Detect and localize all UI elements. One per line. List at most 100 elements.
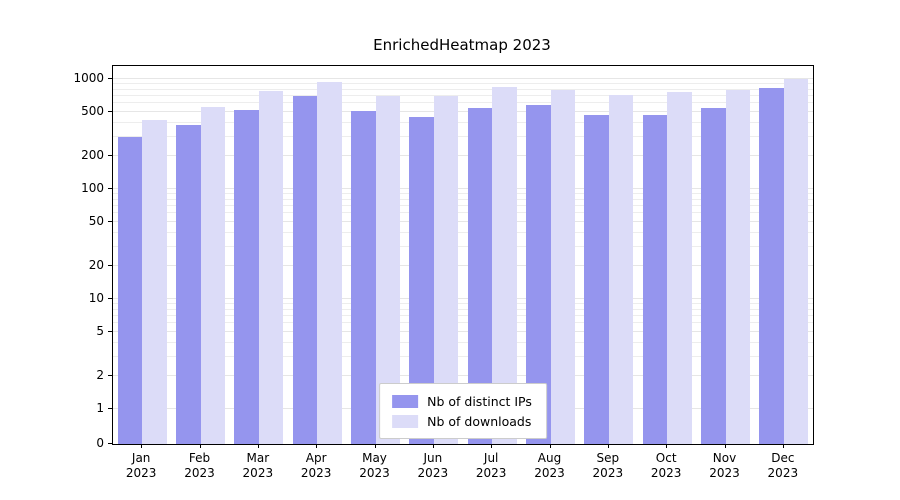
gridline-minor bbox=[113, 83, 813, 85]
gridline-minor bbox=[113, 88, 813, 90]
gridline-major bbox=[113, 78, 813, 79]
x-tick-mark bbox=[782, 444, 784, 448]
legend-entry-distinct-ips: Nb of distinct IPs bbox=[392, 391, 532, 411]
bar-dec-downloads bbox=[783, 79, 809, 444]
bar-jan-downloads bbox=[142, 120, 167, 444]
gridline-major bbox=[113, 298, 813, 299]
legend-label-downloads: Nb of downloads bbox=[427, 413, 532, 429]
gridline-minor bbox=[113, 245, 813, 247]
bar-mar-downloads bbox=[258, 90, 284, 444]
gridline-minor bbox=[113, 341, 813, 343]
x-tick-label-apr: Apr 2023 bbox=[300, 451, 332, 480]
legend-label-distinct-ips: Nb of distinct IPs bbox=[427, 393, 532, 409]
legend-swatch-distinct-ips bbox=[392, 394, 419, 408]
plot-area: Nb of distinct IPs Nb of downloads bbox=[112, 65, 814, 445]
x-tick-mark bbox=[316, 444, 318, 448]
y-tick-mark bbox=[108, 154, 112, 156]
y-tick-label: 100 bbox=[81, 181, 104, 195]
gridline-minor bbox=[113, 135, 813, 137]
bar-oct-downloads bbox=[667, 92, 692, 444]
gridline-minor bbox=[113, 231, 813, 233]
x-tick-label-feb: Feb 2023 bbox=[184, 451, 215, 480]
bar-sep-downloads bbox=[608, 94, 634, 444]
gridline-major bbox=[113, 221, 813, 223]
y-tick-label: 5 bbox=[96, 324, 104, 339]
y-tick-label: 50 bbox=[88, 214, 104, 229]
x-tick-mark bbox=[374, 444, 376, 448]
gridline-minor bbox=[113, 303, 813, 305]
x-tick-label-oct: Oct 2023 bbox=[650, 451, 682, 480]
y-tick-mark bbox=[108, 221, 112, 223]
y-tick-label: 500 bbox=[81, 104, 104, 119]
x-tick-label-may: May 2023 bbox=[359, 451, 390, 480]
x-tick-mark bbox=[549, 444, 551, 448]
x-tick-mark bbox=[432, 444, 434, 448]
y-tick-mark bbox=[108, 111, 112, 113]
y-tick-label: 10 bbox=[88, 291, 104, 305]
y-tick-label: 1000 bbox=[73, 71, 104, 85]
gridline-minor bbox=[113, 205, 813, 207]
gridline-minor bbox=[113, 102, 813, 104]
gridline-major bbox=[113, 264, 813, 266]
bar-aug-downloads bbox=[550, 90, 575, 444]
gridline-minor bbox=[113, 355, 813, 357]
bar-mar-ips bbox=[234, 110, 259, 444]
x-tick-label-sep: Sep 2023 bbox=[592, 451, 624, 480]
bar-jan-ips bbox=[117, 136, 143, 444]
y-tick-mark bbox=[108, 331, 112, 333]
x-tick-mark bbox=[607, 444, 609, 448]
x-tick-label-mar: Mar 2023 bbox=[242, 451, 274, 480]
bar-nov-downloads bbox=[725, 89, 750, 444]
x-tick-mark bbox=[491, 444, 493, 448]
gridline-major bbox=[113, 374, 813, 376]
y-tick-label: 0 bbox=[96, 436, 104, 450]
bar-apr-downloads bbox=[317, 82, 342, 444]
x-tick-label-dec: Dec 2023 bbox=[767, 451, 799, 480]
gridline-minor bbox=[113, 95, 813, 97]
gridline-minor bbox=[113, 322, 813, 324]
bar-may-ips bbox=[351, 111, 376, 444]
y-tick-label: 2 bbox=[96, 367, 104, 382]
x-tick-mark bbox=[141, 444, 143, 448]
gridline-major bbox=[113, 154, 813, 156]
gridline-minor bbox=[113, 212, 813, 214]
bar-sep-ips bbox=[584, 115, 609, 444]
y-tick-label: 20 bbox=[88, 257, 104, 272]
legend-swatch-downloads bbox=[392, 414, 419, 428]
y-tick-mark bbox=[108, 78, 112, 79]
gridline-minor bbox=[113, 121, 813, 123]
y-tick-mark bbox=[108, 298, 112, 299]
bar-apr-ips bbox=[292, 96, 318, 444]
x-tick-label-jul: Jul 2023 bbox=[475, 451, 507, 480]
x-tick-mark bbox=[257, 444, 259, 448]
legend-entry-downloads: Nb of downloads bbox=[392, 411, 532, 431]
x-tick-label-jan: Jan 2023 bbox=[125, 451, 157, 480]
x-tick-label-jun: Jun 2023 bbox=[417, 451, 449, 480]
chart-title: EnrichedHeatmap 2023 bbox=[373, 36, 551, 54]
bar-nov-ips bbox=[701, 107, 726, 444]
bar-dec-ips bbox=[759, 87, 784, 444]
gridline-major bbox=[113, 111, 813, 113]
y-tick-mark bbox=[108, 264, 112, 266]
gridline-minor bbox=[113, 308, 813, 310]
x-tick-label-aug: Aug 2023 bbox=[534, 451, 565, 480]
gridline-minor bbox=[113, 315, 813, 317]
y-tick-mark bbox=[108, 408, 112, 409]
bar-feb-downloads bbox=[200, 106, 225, 444]
y-tick-mark bbox=[108, 374, 112, 376]
y-tick-mark bbox=[108, 188, 112, 189]
bar-oct-ips bbox=[642, 115, 668, 444]
x-tick-mark bbox=[724, 444, 726, 448]
gridline-minor bbox=[113, 193, 813, 195]
legend: Nb of distinct IPs Nb of downloads bbox=[379, 383, 547, 439]
y-tick-label: 1 bbox=[96, 401, 104, 415]
x-tick-mark bbox=[666, 444, 668, 448]
gridline-major bbox=[113, 188, 813, 189]
gridline-major bbox=[113, 331, 813, 333]
y-tick-mark bbox=[108, 443, 112, 444]
bar-feb-ips bbox=[176, 125, 201, 444]
x-tick-mark bbox=[199, 444, 201, 448]
gridline-minor bbox=[113, 198, 813, 200]
y-tick-label: 200 bbox=[81, 147, 104, 162]
